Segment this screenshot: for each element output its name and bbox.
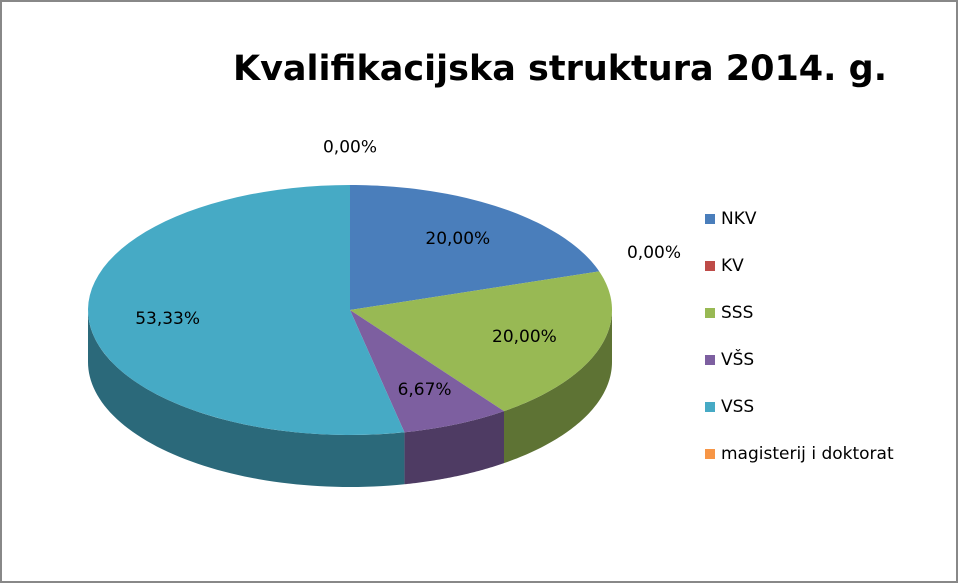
data-label: 53,33% [135,309,200,329]
legend-swatch [705,261,715,271]
legend-label: SSS [721,303,753,323]
legend-swatch [705,355,715,365]
pie-slice [350,271,612,412]
legend-label: magisterij i doktorat [721,444,894,464]
legend-swatch [705,449,715,459]
legend-swatch [705,402,715,412]
legend-label: VSS [721,397,754,417]
pie-slice [350,185,600,310]
data-label: 20,00% [425,229,490,249]
pie-slice [88,185,405,435]
legend-label: NKV [721,209,757,229]
data-label: 0,00% [627,243,681,263]
chart-title: Kvalifikacijska struktura 2014. g. [233,49,887,89]
data-label: 6,67% [398,380,452,400]
legend-label: KV [721,256,744,276]
pie-side [88,310,405,487]
pie-side [503,310,612,464]
data-label: 20,00% [492,327,557,347]
legend-label: VŠS [721,348,754,370]
legend-swatch [705,308,715,318]
legend-swatch [705,214,715,224]
pie-slice [350,310,504,433]
pie-side [404,411,504,485]
data-label: 0,00% [323,138,377,158]
